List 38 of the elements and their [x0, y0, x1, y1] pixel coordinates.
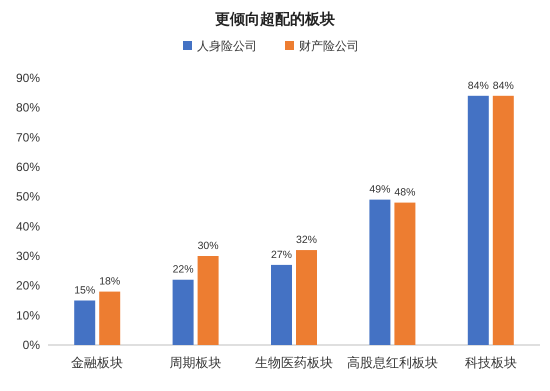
data-label: 84%	[492, 80, 514, 92]
legend-label: 财产险公司	[299, 39, 359, 53]
data-label: 30%	[198, 240, 219, 252]
y-tick-label: 30%	[16, 249, 40, 263]
bar	[394, 202, 416, 345]
data-label: 15%	[74, 284, 96, 296]
data-label: 22%	[172, 264, 194, 276]
x-tick-label: 金融板块	[71, 355, 124, 370]
bar	[468, 96, 489, 345]
bar	[99, 292, 120, 345]
y-tick-label: 60%	[16, 160, 40, 174]
y-tick-label: 40%	[16, 219, 40, 234]
y-tick-label: 0%	[22, 338, 40, 352]
y-tick-label: 80%	[16, 100, 40, 115]
data-label: 32%	[296, 234, 318, 246]
x-tick-label: 科技板块	[464, 355, 517, 370]
bar	[198, 256, 219, 345]
data-label: 18%	[99, 276, 120, 288]
y-tick-label: 20%	[16, 278, 40, 293]
bar	[172, 280, 194, 345]
data-label: 27%	[270, 248, 292, 261]
data-label: 49%	[369, 184, 390, 196]
bar	[271, 264, 292, 345]
chart-title: 更倾向超配的板块	[215, 11, 335, 28]
data-label: 48%	[394, 186, 416, 199]
y-tick-label: 90%	[16, 71, 40, 85]
y-tick-label: 70%	[16, 130, 40, 144]
y-tick-label: 10%	[16, 308, 40, 322]
bar	[296, 250, 317, 345]
x-tick-label: 高股息红利板块	[346, 355, 438, 370]
bar	[492, 96, 514, 345]
data-label: 84%	[468, 80, 489, 92]
x-tick-label: 周期板块	[170, 355, 222, 370]
legend-label: 人身险公司	[197, 39, 257, 53]
x-tick-label: 生物医药板块	[255, 355, 333, 370]
bar	[369, 200, 390, 345]
y-tick-label: 50%	[16, 190, 40, 204]
bar	[74, 300, 96, 345]
